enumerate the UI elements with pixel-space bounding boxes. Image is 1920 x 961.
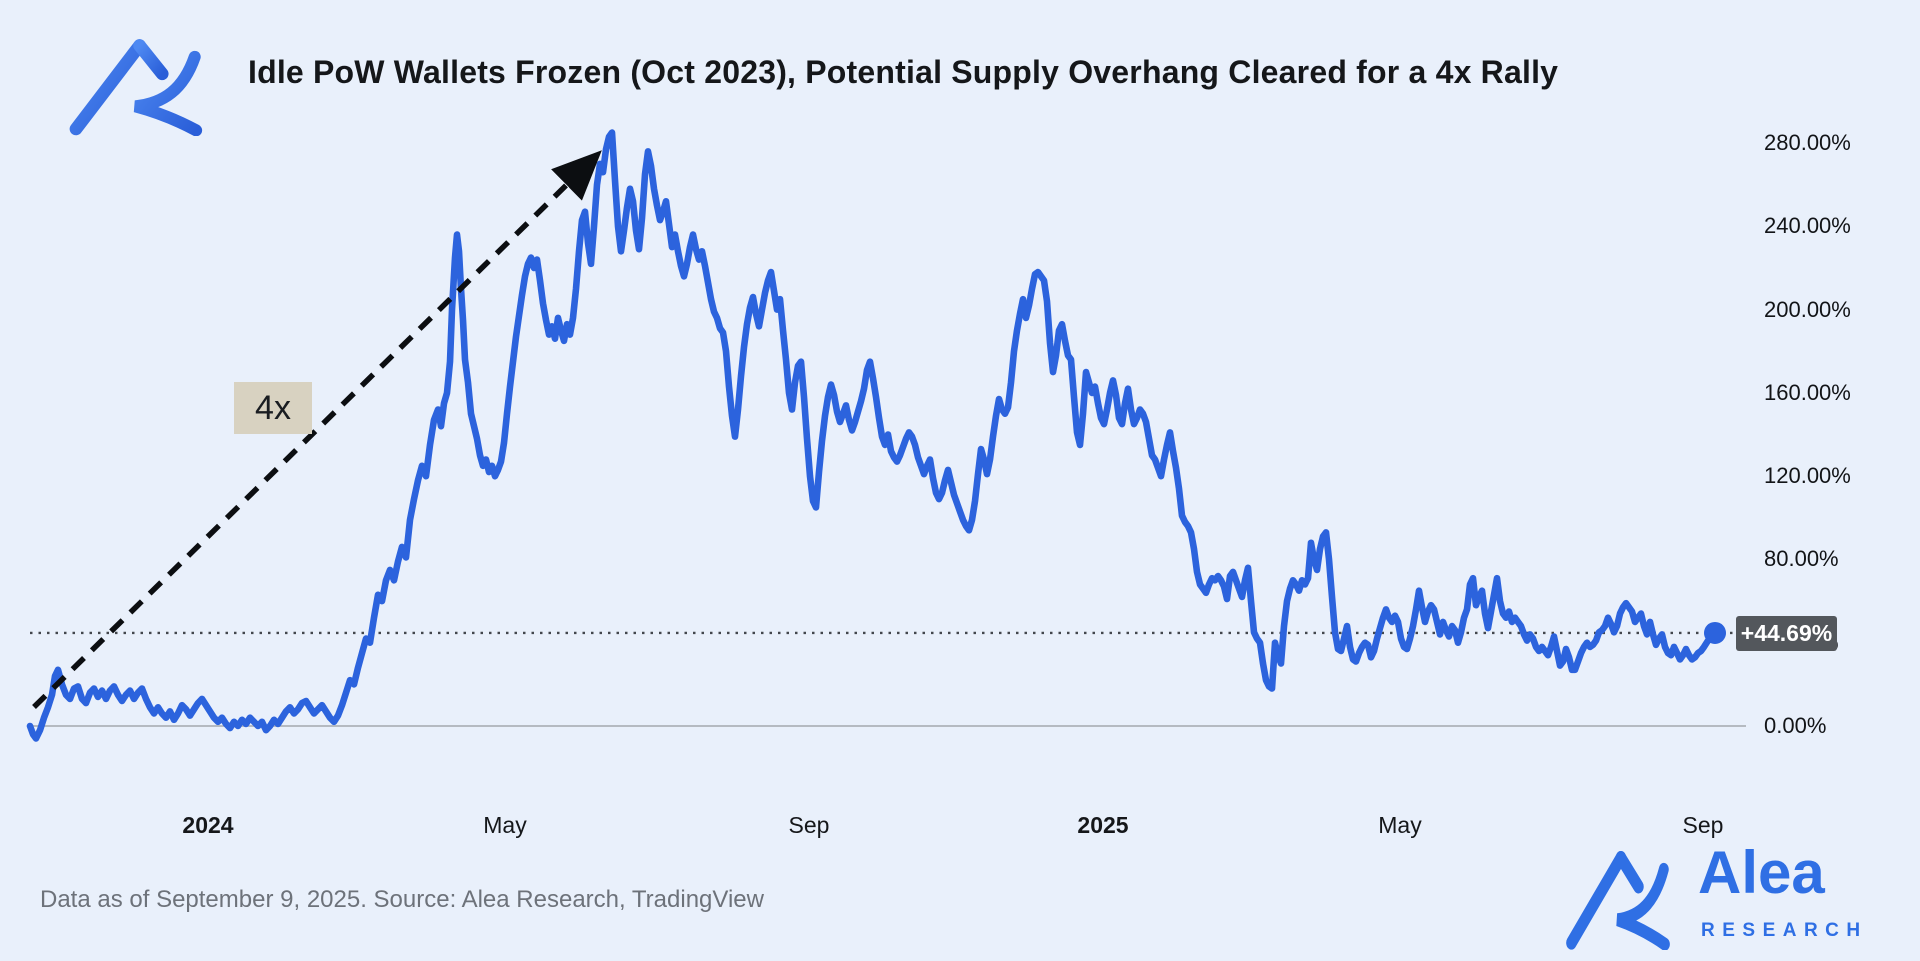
x-axis-label: 2025 [1077, 812, 1129, 838]
x-axis-label: 2024 [182, 812, 234, 838]
multiplier-annotation: 4x [234, 382, 312, 434]
footer-source-text: Data as of September 9, 2025. Source: Al… [40, 886, 764, 913]
footer-brand-subtitle: RESEARCH [1701, 920, 1868, 941]
current-value-badge: +44.69% [1736, 616, 1837, 651]
multiplier-annotation-label: 4x [255, 388, 291, 427]
x-axis-label: May [1378, 812, 1422, 838]
footer-brand: Alea RESEARCH [1556, 839, 1886, 958]
end-point-marker [1704, 621, 1726, 644]
current-value-label: +44.69% [1740, 620, 1833, 646]
y-axis-label: 160.00% [1764, 379, 1851, 405]
y-axis-label: 120.00% [1764, 463, 1851, 489]
x-axis-label: Sep [788, 812, 830, 838]
y-axis-label: 240.00% [1764, 213, 1851, 239]
x-axis-label: Sep [1682, 812, 1724, 838]
page-title: Idle PoW Wallets Frozen (Oct 2023), Pote… [248, 54, 1559, 90]
x-axis-label: May [483, 812, 527, 838]
y-axis-label: 0.00% [1764, 713, 1827, 738]
y-axis-label: 80.00% [1764, 546, 1839, 572]
trend-arrow [32, 150, 602, 709]
series-line [26, 129, 1719, 742]
alea-footer-logo-icon [1566, 851, 1670, 950]
y-axis-label: 200.00% [1764, 296, 1851, 322]
footer-brand-name: Alea [1698, 839, 1825, 906]
alea-logo-icon [69, 39, 203, 136]
y-axis-label: 280.00% [1764, 130, 1851, 156]
